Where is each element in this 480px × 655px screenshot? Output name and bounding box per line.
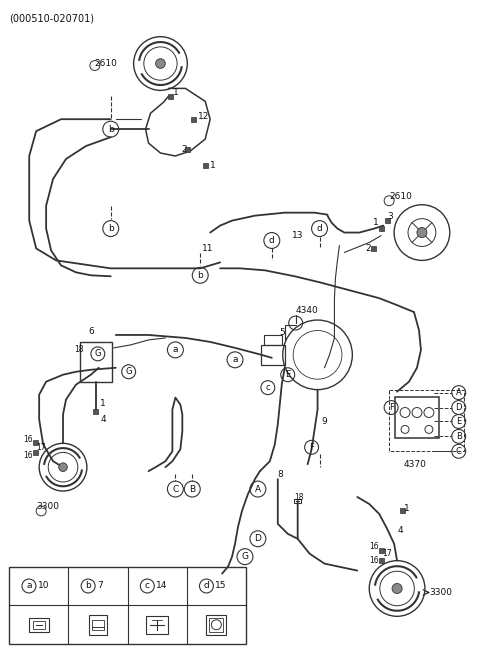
Bar bbox=[168, 94, 173, 99]
Bar bbox=[191, 117, 196, 122]
Text: 14: 14 bbox=[156, 582, 168, 591]
Text: 1: 1 bbox=[173, 88, 179, 97]
Text: 6: 6 bbox=[88, 328, 94, 337]
Bar bbox=[384, 218, 390, 223]
Bar bbox=[29, 618, 49, 631]
Bar bbox=[209, 618, 223, 631]
Text: G: G bbox=[95, 349, 101, 358]
Text: 9: 9 bbox=[322, 417, 327, 426]
Text: 7: 7 bbox=[97, 582, 103, 591]
Text: 13: 13 bbox=[292, 231, 303, 240]
Text: d: d bbox=[269, 236, 275, 245]
Text: C: C bbox=[456, 447, 462, 456]
Text: E: E bbox=[456, 417, 461, 426]
Text: D: D bbox=[456, 403, 462, 412]
Text: G: G bbox=[241, 552, 249, 561]
Bar bbox=[206, 615, 227, 635]
Text: F: F bbox=[309, 443, 314, 452]
Text: 16: 16 bbox=[23, 435, 33, 444]
Text: B: B bbox=[456, 432, 462, 441]
Text: 1: 1 bbox=[210, 161, 216, 170]
Text: 4340: 4340 bbox=[296, 306, 318, 314]
Text: 11: 11 bbox=[202, 244, 214, 253]
Text: 5: 5 bbox=[280, 328, 286, 337]
Text: 1: 1 bbox=[373, 218, 379, 227]
Text: 8: 8 bbox=[278, 470, 284, 479]
Text: B: B bbox=[189, 485, 195, 494]
Text: 17: 17 bbox=[36, 443, 46, 452]
Text: d: d bbox=[204, 582, 209, 591]
Text: 12: 12 bbox=[198, 112, 210, 121]
Text: 2610: 2610 bbox=[95, 59, 118, 68]
Bar bbox=[80, 342, 112, 382]
Bar bbox=[203, 164, 208, 168]
Circle shape bbox=[156, 59, 165, 68]
Text: F: F bbox=[389, 403, 394, 412]
Text: E: E bbox=[285, 370, 290, 379]
Text: a: a bbox=[232, 355, 238, 364]
Text: 16: 16 bbox=[23, 451, 33, 460]
Bar bbox=[399, 508, 405, 514]
Circle shape bbox=[392, 584, 402, 593]
Text: 1: 1 bbox=[404, 504, 410, 514]
Bar bbox=[395, 396, 439, 438]
Bar bbox=[33, 450, 37, 455]
Text: (000510-020701): (000510-020701) bbox=[9, 14, 95, 24]
Text: 2: 2 bbox=[181, 145, 187, 153]
Text: b: b bbox=[197, 271, 203, 280]
Text: A: A bbox=[456, 388, 462, 397]
Text: 10: 10 bbox=[38, 582, 49, 591]
Text: 4: 4 bbox=[397, 527, 403, 535]
Bar bbox=[379, 548, 384, 553]
Bar bbox=[264, 335, 282, 345]
Text: c: c bbox=[265, 383, 270, 392]
Text: c: c bbox=[145, 582, 150, 591]
Text: 4370: 4370 bbox=[404, 460, 427, 469]
Text: 17: 17 bbox=[382, 549, 392, 558]
Bar bbox=[261, 345, 285, 365]
Text: 4: 4 bbox=[101, 415, 107, 424]
Bar bbox=[185, 147, 190, 151]
Bar bbox=[93, 409, 98, 414]
Bar bbox=[389, 390, 464, 451]
Bar bbox=[89, 615, 107, 635]
Text: 15: 15 bbox=[216, 582, 227, 591]
Text: 18: 18 bbox=[295, 493, 304, 502]
Bar bbox=[9, 567, 246, 644]
Text: G: G bbox=[125, 367, 132, 376]
Text: A: A bbox=[255, 485, 261, 494]
Text: 2610: 2610 bbox=[389, 193, 412, 201]
Text: b: b bbox=[108, 124, 114, 134]
Text: 3300: 3300 bbox=[36, 502, 59, 512]
Circle shape bbox=[59, 463, 67, 472]
Text: d: d bbox=[317, 224, 323, 233]
Bar bbox=[92, 620, 104, 629]
Text: 16: 16 bbox=[369, 542, 379, 552]
Bar bbox=[33, 440, 37, 445]
Text: 1: 1 bbox=[100, 399, 106, 408]
Text: a: a bbox=[173, 345, 178, 354]
Text: C: C bbox=[172, 485, 179, 494]
Text: a: a bbox=[26, 582, 32, 591]
Bar bbox=[371, 246, 376, 251]
Bar bbox=[379, 226, 384, 231]
Bar bbox=[33, 621, 45, 629]
Text: 3300: 3300 bbox=[429, 588, 452, 597]
Text: D: D bbox=[254, 534, 261, 543]
Bar bbox=[146, 616, 168, 634]
Bar bbox=[294, 498, 301, 504]
Bar bbox=[379, 558, 384, 563]
Text: 2: 2 bbox=[365, 244, 371, 253]
Text: b: b bbox=[108, 224, 114, 233]
Text: 18: 18 bbox=[74, 345, 84, 354]
Circle shape bbox=[417, 227, 427, 238]
Text: 16: 16 bbox=[369, 556, 379, 565]
Text: b: b bbox=[85, 582, 91, 591]
Text: 3: 3 bbox=[387, 212, 393, 221]
